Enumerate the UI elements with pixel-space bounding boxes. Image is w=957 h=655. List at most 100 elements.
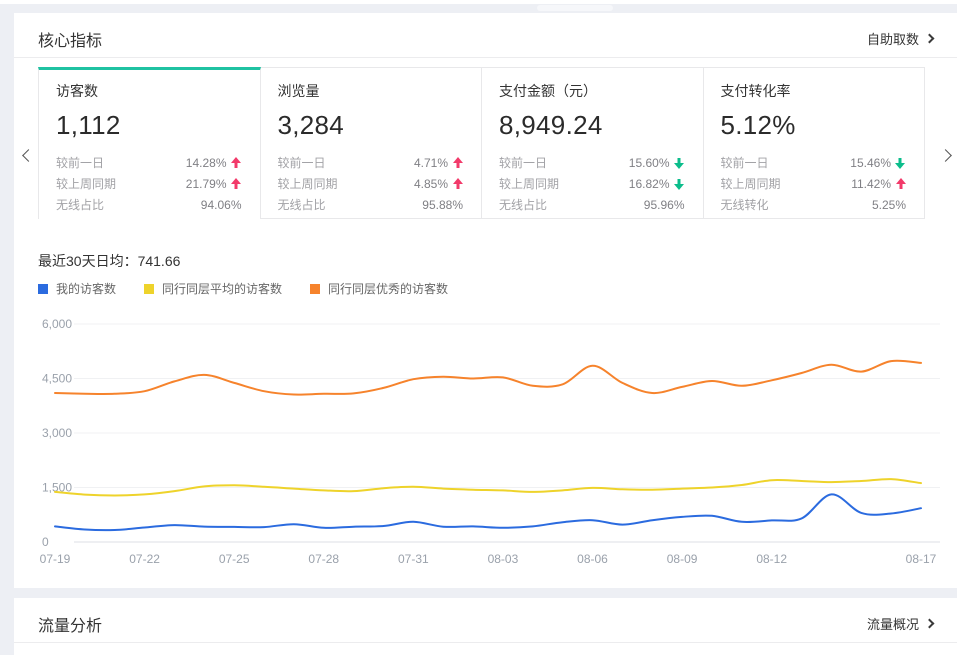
metric-row: 较上周同期 11.42% [721, 173, 907, 194]
row-label: 较上周同期 [720, 177, 781, 191]
chevron-right-icon [938, 148, 952, 162]
trend-arrow-icon [895, 157, 906, 169]
chevron-right-icon [924, 33, 935, 44]
svg-text:07-31: 07-31 [398, 552, 429, 566]
legend-item-my-visitors[interactable]: 我的访客数 [38, 280, 116, 297]
row-label: 较上周同期 [56, 177, 117, 191]
chart-title: 最近30天日均：741.66 [38, 253, 181, 269]
metric-row: 较前一日 15.46% [721, 152, 907, 173]
chart-legend: 我的访客数 同行同层平均的访客数 同行同层优秀的访客数 [38, 280, 448, 297]
row-label: 无线占比 [499, 198, 548, 212]
traffic-overview-link[interactable]: 流量概况 [866, 614, 935, 633]
metric-tab-visitors[interactable]: 访客数 1,112 较前一日 14.28% 较上周同期 21.79% 无线占比 … [38, 67, 261, 219]
legend-swatch-icon [38, 283, 48, 294]
row-value: 95.88% [422, 197, 463, 212]
metric-tab-payment-amount[interactable]: 支付金额（元） 8,949.24 较前一日 15.60% 较上周同期 16.82… [482, 67, 704, 219]
svg-text:1,500: 1,500 [42, 481, 72, 495]
trend-arrow-icon [231, 178, 242, 190]
metric-row: 无线占比 95.96% [499, 194, 685, 215]
trend-arrow-icon [674, 178, 685, 190]
svg-text:08-17: 08-17 [906, 552, 937, 566]
row-label: 较前一日 [499, 156, 548, 170]
metric-value: 3,284 [277, 110, 345, 140]
trend-arrow-icon [231, 157, 242, 169]
row-value: 14.28% [185, 155, 227, 170]
svg-text:08-06: 08-06 [577, 552, 608, 566]
row-value: 94.06% [200, 197, 242, 212]
visitors-trend-chart: 0 1,500 3,000 4,500 6,000 07-19 07-22 07-25 07-2… [40, 317, 940, 566]
metric-value: 5.12% [720, 110, 796, 140]
legend-label: 我的访客数 [56, 282, 117, 296]
row-value: 15.46% [850, 155, 891, 170]
metric-row: 较前一日 14.28% [56, 152, 242, 173]
metric-tab-conversion-rate[interactable]: 支付转化率 5.12% 较前一日 15.46% 较上周同期 11.42% 无线转… [703, 67, 925, 219]
svg-text:4,500: 4,500 [42, 372, 72, 386]
row-value: 11.42% [851, 176, 891, 191]
row-value: 21.79% [185, 176, 227, 191]
core-metrics-title: 核心指标 [38, 33, 103, 50]
legend-label: 同行同层平均的访客数 [162, 282, 283, 296]
trend-arrow-icon [452, 178, 463, 190]
core-metrics-panel: 核心指标 自助取数 访客数 1,112 较前一日 14.28% 较上周同期 21… [14, 13, 957, 588]
metric-label: 支付转化率 [720, 83, 791, 99]
metric-row: 较上周同期 4.85% [278, 173, 464, 194]
trend-arrow-icon [674, 157, 685, 169]
metric-tab-pageviews[interactable]: 浏览量 3,284 较前一日 4.71% 较上周同期 4.85% 无线占比 95… [260, 67, 482, 219]
metric-label: 访客数 [56, 83, 98, 99]
carousel-next-button[interactable] [936, 144, 954, 166]
traffic-overview-label: 流量概况 [866, 617, 919, 632]
traffic-analysis-panel: 流量分析 流量概况 [14, 598, 957, 655]
metric-row: 无线占比 94.06% [56, 194, 242, 215]
row-label: 较前一日 [56, 156, 105, 170]
svg-text:08-12: 08-12 [756, 552, 787, 566]
svg-text:07-25: 07-25 [219, 552, 250, 566]
row-label: 无线占比 [56, 198, 105, 212]
row-label: 无线占比 [277, 198, 326, 212]
metric-row: 较上周同期 21.79% [56, 173, 242, 194]
row-value: 4.71% [413, 155, 448, 170]
row-label: 较上周同期 [499, 177, 560, 191]
metric-value: 8,949.24 [499, 110, 603, 140]
row-value: 95.96% [643, 197, 685, 212]
row-value: 16.82% [628, 176, 670, 191]
core-metrics-header: 核心指标 自助取数 [14, 13, 957, 58]
legend-item-peer-average[interactable]: 同行同层平均的访客数 [144, 280, 282, 297]
legend-swatch-icon [144, 283, 155, 294]
traffic-analysis-title: 流量分析 [38, 618, 103, 635]
legend-label: 同行同层优秀的访客数 [328, 282, 449, 296]
self-service-data-link[interactable]: 自助取数 [866, 29, 935, 48]
row-value: 5.25% [871, 197, 906, 212]
top-strip [0, 0, 957, 4]
svg-text:08-03: 08-03 [488, 552, 519, 566]
legend-swatch-icon [310, 283, 321, 294]
horizontal-scrollbar-thumb[interactable] [537, 5, 613, 11]
svg-text:08-09: 08-09 [667, 552, 698, 566]
row-label: 较前一日 [720, 156, 769, 170]
legend-item-peer-excellent[interactable]: 同行同层优秀的访客数 [310, 280, 448, 297]
row-label: 无线转化 [720, 198, 769, 212]
chevron-left-icon [21, 148, 35, 162]
trend-arrow-icon [895, 178, 906, 190]
svg-text:3,000: 3,000 [42, 426, 72, 440]
svg-text:07-28: 07-28 [308, 552, 339, 566]
svg-text:07-22: 07-22 [129, 552, 160, 566]
metric-label: 支付金额（元） [499, 83, 597, 99]
svg-text:07-19: 07-19 [40, 552, 71, 566]
trend-arrow-icon [452, 157, 463, 169]
row-label: 较上周同期 [277, 177, 338, 191]
metric-row: 较上周同期 16.82% [499, 173, 685, 194]
metric-row: 无线转化 5.25% [721, 194, 907, 215]
metric-row: 无线占比 95.88% [278, 194, 464, 215]
metric-row: 较前一日 4.71% [278, 152, 464, 173]
row-value: 15.60% [628, 155, 670, 170]
chevron-right-icon [924, 618, 935, 629]
row-label: 较前一日 [277, 156, 326, 170]
svg-text:0: 0 [42, 535, 49, 549]
carousel-prev-button[interactable] [19, 144, 37, 166]
traffic-analysis-header: 流量分析 流量概况 [14, 598, 957, 643]
self-service-data-label: 自助取数 [866, 32, 919, 47]
svg-text:6,000: 6,000 [42, 317, 72, 331]
metric-tabs: 访客数 1,112 较前一日 14.28% 较上周同期 21.79% 无线占比 … [38, 67, 925, 219]
metric-label: 浏览量 [277, 83, 320, 99]
metric-row: 较前一日 15.60% [499, 152, 685, 173]
